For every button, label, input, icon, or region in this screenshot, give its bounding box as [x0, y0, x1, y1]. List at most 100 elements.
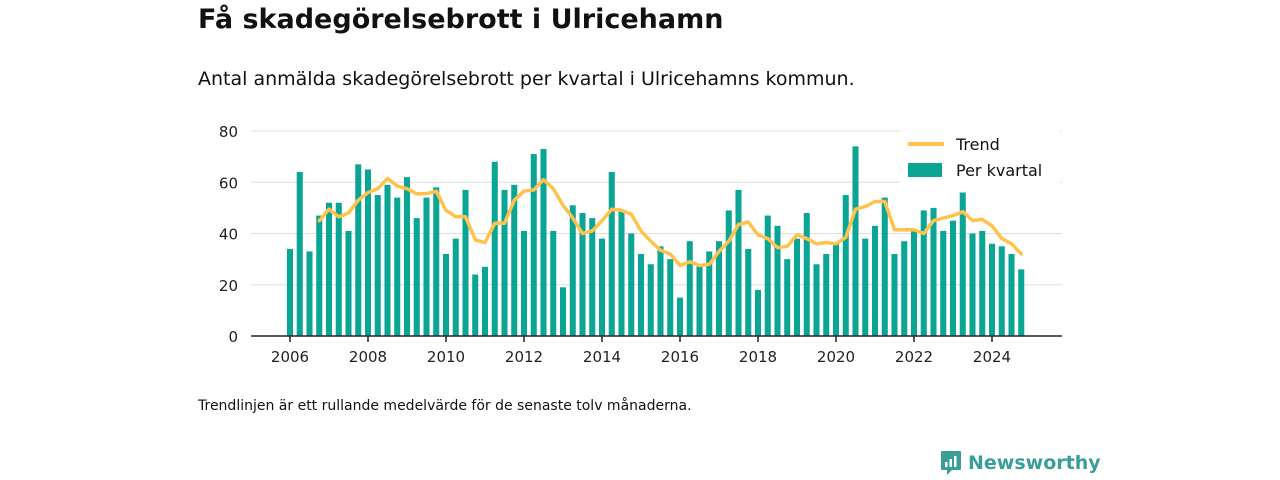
bar	[696, 264, 703, 336]
bar	[374, 195, 381, 336]
bar	[881, 197, 888, 336]
bar	[949, 220, 957, 336]
bar	[979, 230, 986, 336]
x-tick-label-2016: 2016	[661, 348, 699, 366]
bar	[403, 177, 411, 336]
bar	[442, 254, 450, 336]
bar	[520, 230, 528, 336]
bar	[998, 246, 1005, 336]
bar	[1018, 269, 1025, 336]
bar	[637, 254, 645, 336]
bar	[725, 210, 732, 336]
bar	[472, 274, 479, 336]
bar	[628, 233, 635, 336]
trend-line	[317, 176, 1024, 268]
chart-title: Få skadegörelsebrott i Ulricehamn	[198, 4, 724, 35]
bar	[501, 189, 508, 336]
bar	[1008, 254, 1015, 336]
bar	[511, 184, 518, 336]
y-tick-label-60: 60	[219, 174, 238, 192]
bar	[530, 154, 537, 336]
bar	[667, 259, 674, 336]
bar	[550, 230, 557, 336]
axes: 0 20 40 60 80 2006 2008 2010 2012 2014 2016 2018 202…	[219, 123, 1062, 366]
bar	[364, 169, 372, 336]
bar	[715, 241, 723, 336]
bar	[706, 251, 713, 336]
bar	[745, 248, 752, 336]
bar	[384, 184, 391, 336]
y-tick-label-40: 40	[219, 226, 238, 244]
brand-name: Newsworthy	[968, 452, 1101, 474]
bar	[559, 287, 567, 336]
bar	[598, 238, 606, 336]
bar	[910, 230, 918, 336]
bar	[481, 266, 489, 336]
x-tick-label-2024: 2024	[973, 348, 1011, 366]
bars	[286, 146, 1025, 336]
y-tick-label-0: 0	[228, 328, 238, 346]
legend-bar-label: Per kvartal	[956, 161, 1042, 180]
bar	[413, 218, 420, 336]
legend: Trend Per kvartal	[900, 128, 1060, 186]
bar	[452, 238, 459, 336]
bar	[959, 192, 966, 336]
bar	[491, 161, 498, 336]
bar	[306, 251, 313, 336]
bar	[345, 230, 352, 336]
bar	[676, 297, 684, 336]
bar	[754, 289, 762, 336]
bar	[735, 189, 742, 336]
bar	[871, 225, 879, 336]
bar	[920, 210, 927, 336]
bar	[296, 172, 303, 336]
bar	[969, 233, 976, 336]
bar	[803, 213, 810, 336]
bar	[286, 248, 294, 336]
bar	[764, 215, 771, 336]
bar	[862, 238, 869, 336]
bar	[433, 187, 440, 336]
bar	[608, 172, 615, 336]
bar	[793, 238, 801, 336]
bar	[842, 195, 849, 336]
newsworthy-logo-icon	[941, 451, 961, 475]
bar	[891, 254, 898, 336]
legend-trend-label: Trend	[955, 135, 1000, 154]
x-tick-label-2022: 2022	[895, 348, 933, 366]
bar	[335, 202, 342, 336]
bar	[657, 246, 664, 336]
bar	[394, 197, 401, 336]
x-tick-label-2012: 2012	[505, 348, 543, 366]
x-tick-label-2008: 2008	[349, 348, 387, 366]
bar	[647, 264, 654, 336]
bar	[618, 210, 625, 336]
bar	[832, 243, 840, 336]
bar	[540, 148, 547, 336]
bar	[813, 264, 820, 336]
bar	[901, 241, 908, 336]
bar	[579, 213, 586, 336]
x-tick-label-2020: 2020	[817, 348, 855, 366]
x-tick-label-2010: 2010	[427, 348, 465, 366]
x-tick-label-2018: 2018	[739, 348, 777, 366]
chart-subtitle: Antal anmälda skadegörelsebrott per kvar…	[198, 68, 855, 90]
bar	[852, 146, 859, 336]
footnote: Trendlinjen är ett rullande medelvärde f…	[198, 398, 692, 414]
bar	[940, 230, 947, 336]
y-tick-label-20: 20	[219, 277, 238, 295]
bar	[462, 189, 469, 336]
bar	[355, 164, 362, 336]
bar	[823, 254, 830, 336]
bar	[988, 243, 996, 336]
x-tick-label-2014: 2014	[583, 348, 621, 366]
bar	[784, 259, 791, 336]
bar	[774, 225, 781, 336]
bar	[589, 218, 596, 336]
legend-bar-swatch	[908, 163, 942, 177]
trend-line-group	[317, 176, 1024, 268]
bar	[930, 207, 937, 336]
x-tick-label-2006: 2006	[271, 348, 309, 366]
bar	[686, 241, 693, 336]
